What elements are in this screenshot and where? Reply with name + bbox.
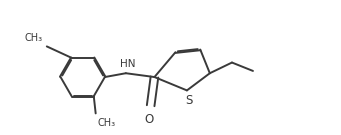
Text: CH₃: CH₃ bbox=[24, 33, 42, 43]
Text: HN: HN bbox=[120, 59, 135, 69]
Text: S: S bbox=[185, 94, 193, 107]
Text: CH₃: CH₃ bbox=[98, 118, 116, 128]
Text: O: O bbox=[144, 113, 153, 126]
